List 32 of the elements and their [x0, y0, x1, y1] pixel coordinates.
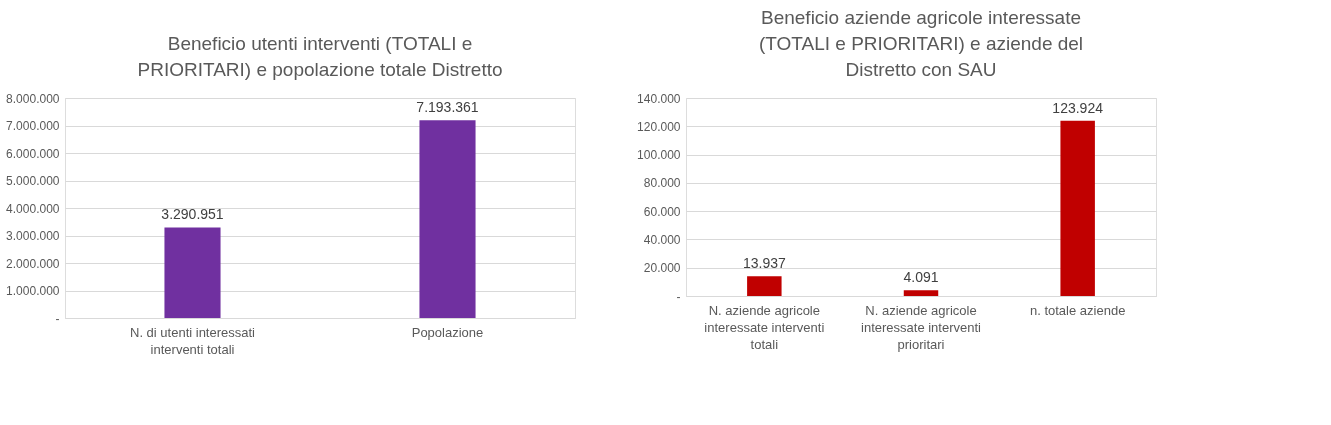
- x-tick-label: N. aziende agricole interessate interventi totali: [704, 302, 825, 352]
- y-tick-label: 1.000.000: [6, 284, 60, 298]
- data-label: 3.290.951: [161, 206, 224, 223]
- y-tick-label: 60.000: [643, 204, 681, 219]
- chart-title: Beneficio utenti interventi (TOTALI e PRIORITARI) e popolazione totale Distretto: [137, 33, 503, 80]
- data-label: 123.924: [1052, 99, 1104, 116]
- data-label: 4.091: [903, 269, 939, 286]
- y-tick-label: -: [676, 289, 681, 304]
- y-tick-label: -: [55, 311, 60, 326]
- y-tick-label: 80.000: [643, 176, 681, 191]
- y-tick-label: 40.000: [643, 232, 681, 247]
- y-tick-label: 100.000: [637, 148, 681, 163]
- data-label: 7.193.361: [416, 99, 479, 116]
- y-tick-label: 3.000.000: [6, 229, 60, 243]
- y-tick-label: 8.000.000: [6, 91, 60, 106]
- x-tick-label: N. di utenti interessati interventi totali: [129, 324, 256, 357]
- y-tick-label: 5.000.000: [6, 174, 60, 188]
- y-tick-label: 6.000.000: [6, 146, 60, 161]
- y-tick-label: 4.000.000: [6, 201, 60, 216]
- y-tick-label: 120.000: [637, 119, 681, 134]
- y-tick-label: 2.000.000: [6, 256, 60, 271]
- bar: [903, 290, 939, 296]
- x-tick-label: N. aziende agricole interessate interventi prioritari: [861, 302, 982, 352]
- x-tick-label: Popolazione: [411, 324, 484, 340]
- chart-title: Beneficio aziende agricole interessate (TOTALI e PRIORITARI) e aziende del Distretto con SAU: [758, 7, 1084, 80]
- y-tick-label: 140.000: [637, 91, 681, 106]
- bar: [1060, 120, 1095, 296]
- bar: [747, 276, 782, 296]
- y-tick-label: 20.000: [643, 261, 681, 276]
- data-label: 13.937: [742, 255, 786, 272]
- x-tick-label: n. totale aziende: [1029, 302, 1126, 318]
- y-tick-label: 7.000.000: [6, 119, 60, 133]
